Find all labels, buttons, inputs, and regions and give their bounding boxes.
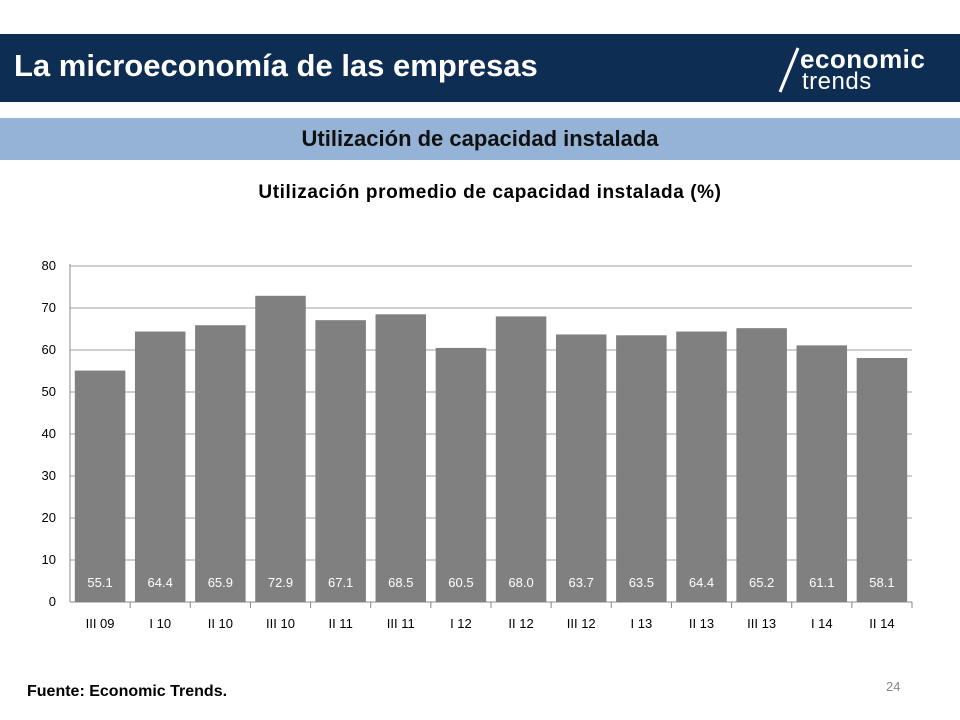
x-tick-label: II 13 — [689, 616, 714, 631]
data-label: 68.5 — [388, 575, 413, 590]
y-tick-label: 60 — [42, 342, 56, 357]
bar — [616, 335, 667, 602]
data-label: 68.0 — [508, 575, 533, 590]
x-tick-label: III 10 — [266, 616, 295, 631]
x-tick-label: II 14 — [869, 616, 894, 631]
bar — [315, 320, 366, 602]
x-tick-label: III 13 — [747, 616, 776, 631]
bar — [195, 325, 246, 602]
bar — [495, 316, 547, 602]
y-tick-label: 70 — [42, 300, 56, 315]
x-tick-label: I 13 — [631, 616, 653, 631]
data-label: 60.5 — [448, 575, 473, 590]
data-label: 64.4 — [148, 575, 173, 590]
data-label: 64.4 — [689, 575, 714, 590]
chart-title: Utilización promedio de capacidad instal… — [258, 182, 722, 203]
x-tick-label: III 12 — [567, 616, 596, 631]
source-note: Fuente: Economic Trends. — [27, 683, 228, 700]
data-label: 65.9 — [208, 575, 233, 590]
page-title: La microeconomía de las empresas — [14, 48, 538, 83]
logo-text-trends: trends — [802, 68, 872, 95]
logo-slash-icon — [778, 47, 800, 93]
y-tick-label: 80 — [42, 258, 56, 273]
x-tick-label: II 10 — [208, 616, 233, 631]
y-tick-label: 50 — [42, 384, 56, 399]
bar — [255, 295, 306, 602]
page-number: 24 — [886, 679, 901, 694]
data-label: 63.5 — [629, 575, 654, 590]
logo-text-economic: economic — [800, 44, 926, 74]
data-label: 58.1 — [869, 575, 894, 590]
header-bar: La microeconomía de las empresas economi… — [0, 34, 960, 102]
x-tick-label: II 11 — [328, 616, 352, 631]
bar — [435, 347, 487, 602]
bar — [736, 328, 787, 602]
x-tick-label: I 12 — [450, 616, 472, 631]
x-tick-label: III 09 — [86, 616, 115, 631]
data-label: 72.9 — [268, 575, 293, 590]
data-label: 63.7 — [569, 575, 594, 590]
x-tick-label: III 11 — [387, 616, 415, 631]
bar — [676, 331, 727, 602]
x-tick-label: I 14 — [811, 616, 833, 631]
bar — [856, 357, 908, 602]
data-label: 55.1 — [87, 575, 112, 590]
x-tick-label: I 10 — [149, 616, 171, 631]
section-subtitle: Utilización de capacidad instalada — [301, 126, 659, 151]
bar — [74, 370, 126, 602]
bar — [375, 314, 427, 602]
economic-trends-logo: economic trends — [774, 42, 954, 98]
data-label: 61.1 — [809, 575, 834, 590]
y-tick-label: 20 — [42, 510, 56, 525]
x-tick-label: II 12 — [508, 616, 533, 631]
bar-chart: 0 10 20 30 40 50 60 70 80 55.1 III 09 64.4 I 10 65.9 I… — [42, 258, 913, 631]
y-tick-label: 30 — [42, 468, 56, 483]
y-tick-label: 10 — [42, 552, 56, 567]
bar — [796, 345, 848, 602]
y-tick-label: 0 — [49, 594, 56, 609]
bar — [555, 334, 607, 602]
y-tick-label: 40 — [42, 426, 56, 441]
bar — [134, 331, 186, 602]
data-label: 67.1 — [328, 575, 353, 590]
data-label: 65.2 — [749, 575, 774, 590]
subtitle-bar: Utilización de capacidad instalada — [0, 118, 960, 160]
